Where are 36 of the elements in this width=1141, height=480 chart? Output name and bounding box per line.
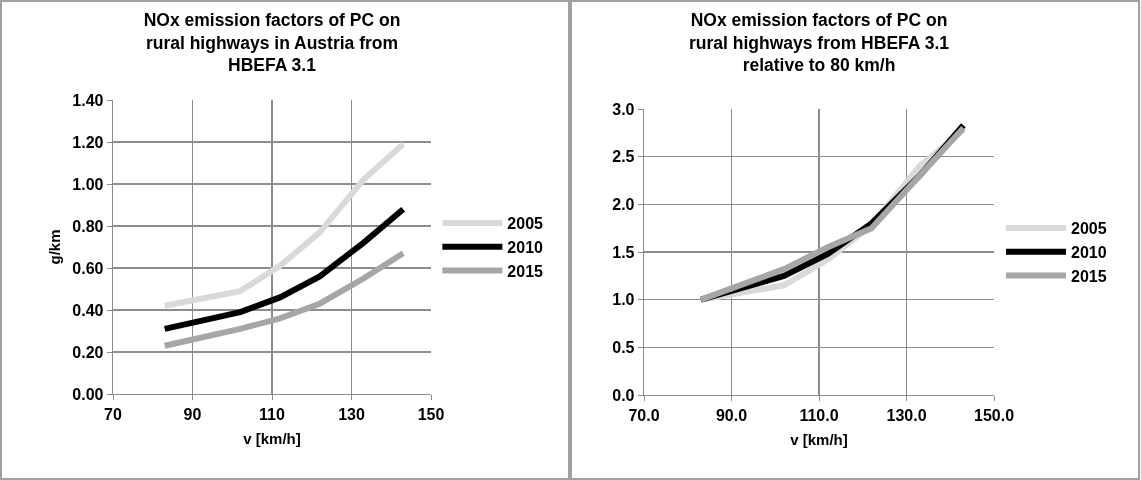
- x-tick-label: 70: [104, 405, 122, 423]
- legend-label: 2010: [1071, 243, 1107, 261]
- x-tick-label: 130: [338, 405, 365, 423]
- y-tick-label: 1.20: [72, 133, 104, 151]
- x-tick-label: 90.0: [715, 406, 748, 424]
- x-axis-title: v [km/h]: [243, 430, 301, 448]
- x-tick-label: 110.0: [799, 406, 839, 424]
- y-tick-label: 0.60: [72, 259, 104, 277]
- y-tick-label: 2.0: [612, 195, 635, 213]
- legend-label: 2005: [1071, 220, 1107, 238]
- y-tick-label: 3.0: [612, 100, 635, 118]
- y-tick-label: 1.00: [72, 175, 104, 193]
- x-tick-label: 110: [259, 405, 286, 423]
- legend-label: 2015: [1071, 267, 1107, 285]
- y-tick-label: 0.40: [72, 301, 104, 319]
- y-tick-label: 1.0: [612, 291, 635, 309]
- legend-label: 2015: [507, 262, 544, 280]
- y-tick-label: 1.40: [72, 91, 104, 109]
- y-tick-label: 0.20: [72, 343, 104, 361]
- legend-label: 2010: [507, 238, 544, 256]
- x-tick-label: 70.0: [628, 406, 660, 424]
- y-tick-label: 1.5: [612, 243, 635, 261]
- y-tick-label: 0.0: [612, 386, 635, 404]
- x-tick-label: 90: [183, 405, 202, 423]
- y-tick-label: 2.5: [612, 148, 635, 166]
- y-tick-label: 0.5: [612, 338, 635, 356]
- y-tick-label: 0.00: [72, 385, 104, 403]
- x-axis-title: v [km/h]: [790, 431, 848, 449]
- legend-label: 2005: [507, 215, 544, 233]
- x-tick-label: 130.0: [886, 406, 927, 424]
- y-tick-label: 0.80: [72, 217, 104, 235]
- chart-title: NOx emission factors of PC on rural highways in Austria from HBEFA 3.1: [143, 9, 401, 76]
- chart-title: NOx emission factors of PC on rural highways from HBEFA 3.1 relative to 80 km/h: [689, 9, 950, 76]
- y-axis-title: g/km: [45, 229, 63, 265]
- x-tick-label: 150.0: [973, 406, 1015, 424]
- x-tick-label: 150: [417, 405, 445, 423]
